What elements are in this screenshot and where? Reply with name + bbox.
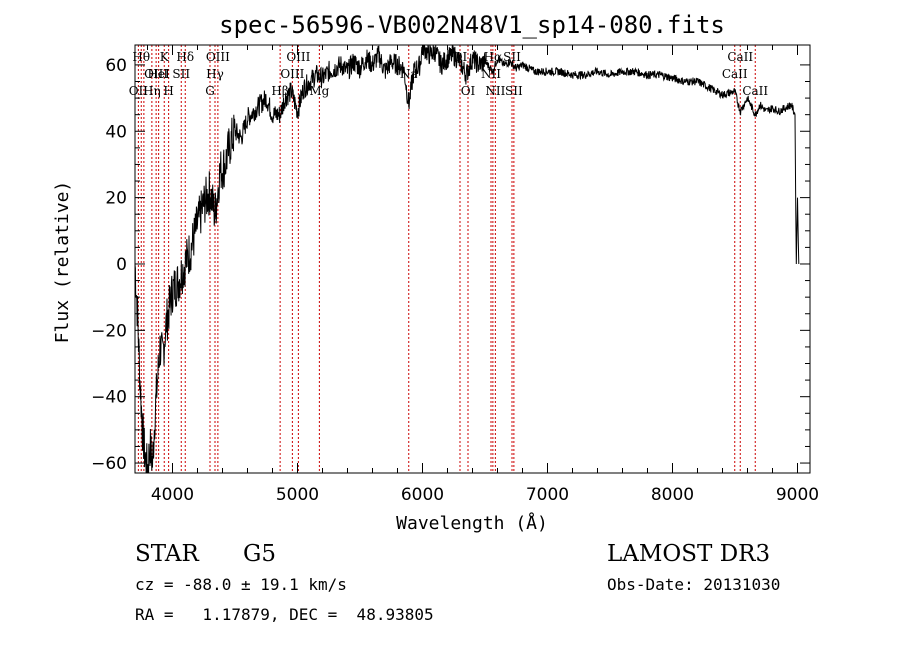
x-tick-label-6000: 6000 [401, 485, 444, 505]
plot-frame [134, 44, 811, 474]
y-tick-label-0: 0 [116, 255, 127, 275]
y-tick-label--20: −20 [91, 321, 127, 341]
x-tick-label-4000: 4000 [151, 485, 194, 505]
x-axis-ticks: 4000 5000 6000 7000 8000 9000 [147, 45, 819, 505]
line-label-16: Mg [309, 84, 329, 98]
y-tick-label--40: −40 [91, 388, 127, 408]
line-label-8: SII [172, 67, 190, 81]
line-label-13: Hβ [271, 84, 288, 98]
line-label-7: H [163, 84, 173, 98]
line-label-27: CaII [742, 84, 768, 98]
line-label-0: OII [129, 84, 149, 98]
sky-coordinates: RA = 1.17879, DEC = 48.93805 [135, 605, 434, 624]
y-axis-ticks: −60 −40 −20 0 20 40 60 [91, 56, 810, 474]
x-tick-label-9000: 9000 [776, 485, 819, 505]
y-axis-label: Flux (relative) [52, 181, 73, 344]
survey-name: LAMOST DR3 [607, 541, 771, 567]
chart-title: spec-56596-VB002N48V1_sp14-080.fits [219, 11, 725, 39]
y-tick-label-20: 20 [105, 189, 127, 209]
observation-date: Obs-Date: 20131030 [607, 575, 781, 594]
x-tick-label-8000: 8000 [651, 485, 694, 505]
line-label-19: OI [461, 84, 476, 98]
line-label-10: G [205, 84, 215, 98]
y-tick-label-60: 60 [105, 56, 127, 76]
line-label-24: SII [505, 84, 523, 98]
redshift-velocity: cz = -88.0 ± 19.1 km/s [135, 575, 347, 594]
x-tick-label-7000: 7000 [526, 485, 569, 505]
line-label-3: Hη [143, 84, 161, 98]
line-label-1: Hθ [132, 50, 150, 64]
x-tick-label-5000: 5000 [276, 485, 319, 505]
line-label-14: OIII [280, 67, 304, 81]
line-label-26: CaII [727, 50, 753, 64]
line-label-22: NII [485, 84, 505, 98]
line-label-12: OIII [206, 50, 230, 64]
line-label-25: CaII [722, 67, 748, 81]
line-label-11: Hγ [206, 67, 224, 81]
line-label-4: OIII [144, 67, 168, 81]
x-axis-label: Wavelength (Å) [396, 512, 548, 534]
line-label-6: K [160, 50, 170, 64]
line-label-15: OIII [286, 50, 310, 64]
spectral-subclass: G5 [243, 541, 277, 567]
spectral-line-markers [137, 45, 756, 473]
line-label-20: NII [481, 67, 501, 81]
flux-series-line [134, 44, 800, 474]
y-tick-label--60: −60 [91, 454, 127, 474]
line-label-5: HeI [147, 67, 170, 81]
line-label-23: SII [503, 50, 521, 64]
line-label-9: Hδ [176, 50, 194, 64]
y-tick-label-40: 40 [105, 122, 127, 142]
object-type: STAR [135, 541, 199, 567]
